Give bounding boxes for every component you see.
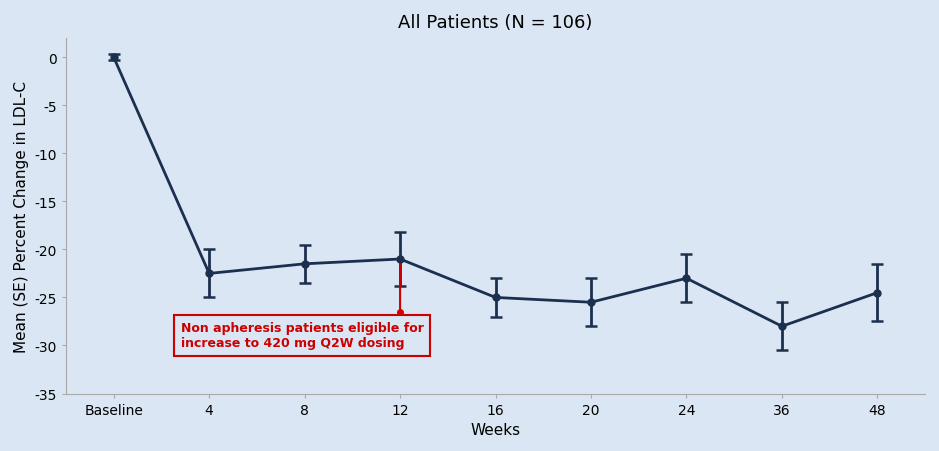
Text: Non apheresis patients eligible for
increase to 420 mg Q2W dosing: Non apheresis patients eligible for incr… [180, 322, 423, 350]
Title: All Patients (N = 106): All Patients (N = 106) [398, 14, 593, 32]
X-axis label: Weeks: Weeks [470, 422, 520, 437]
Y-axis label: Mean (SE) Percent Change in LDL-C: Mean (SE) Percent Change in LDL-C [14, 81, 29, 352]
